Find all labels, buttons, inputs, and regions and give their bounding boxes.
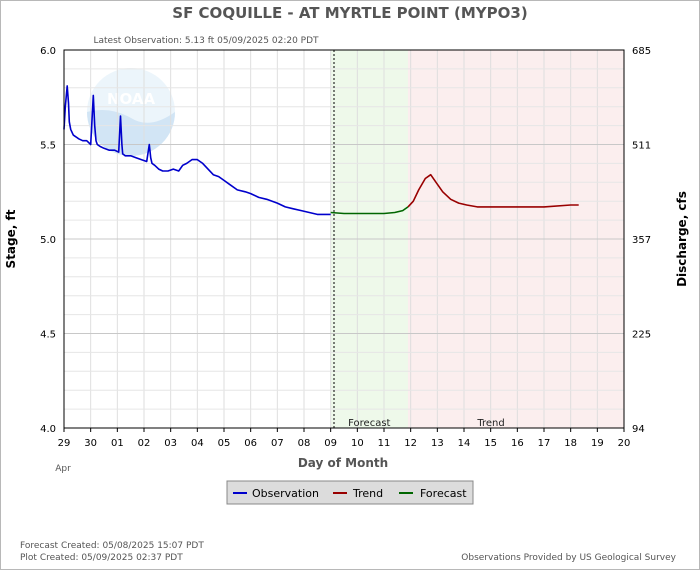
series-line-trend — [407, 173, 579, 208]
y-tick-label-left: 6.0 — [40, 46, 56, 57]
x-tick-label: 30 — [84, 438, 97, 449]
x-tick-label: 03 — [164, 438, 177, 449]
x-tick-label: 16 — [511, 438, 524, 449]
plot-created: Plot Created: 05/09/2025 02:37 PDT — [20, 553, 183, 563]
x-tick-label: 29 — [58, 438, 71, 449]
zone-labels: Forecast Trend — [348, 418, 505, 429]
y-axis-label-right: Discharge, cfs — [675, 191, 689, 287]
x-tick-label: 13 — [431, 438, 444, 449]
y-tick-label-left: 4.5 — [40, 330, 56, 341]
x-tick-label: 15 — [484, 438, 497, 449]
y-tick-label-left: 5.5 — [40, 141, 56, 152]
x-tick-label: 19 — [591, 438, 604, 449]
grid-lines — [64, 50, 624, 428]
y-tick-label-right: 685 — [632, 46, 651, 57]
x-tick-label: 08 — [298, 438, 311, 449]
x-tick-label: 17 — [538, 438, 551, 449]
x-tick-label: 20 — [618, 438, 631, 449]
y-tick-label-right: 357 — [632, 235, 651, 246]
x-tick-label: 05 — [218, 438, 231, 449]
x-axis-label: Day of Month — [298, 456, 388, 470]
x-tick-label: 01 — [111, 438, 124, 449]
latest-observation: Latest Observation: 5.13 ft 05/09/2025 0… — [93, 36, 319, 46]
series-line-observation — [63, 85, 331, 216]
x-tick-label: 07 — [271, 438, 284, 449]
zone-label-forecast: Forecast — [348, 418, 390, 429]
y-tick-label-right: 511 — [632, 141, 651, 152]
data-series — [63, 85, 579, 216]
y-tick-label-right: 225 — [632, 330, 651, 341]
y-axis-ticks: 4.0 94 4.5 225 5.0 357 5.5 511 6.0 685 — [40, 46, 651, 435]
legend: Observation Trend Forecast — [226, 480, 474, 505]
forecast-created: Forecast Created: 05/08/2025 15:07 PDT — [20, 541, 204, 551]
y-tick-label-left: 4.0 — [40, 424, 56, 435]
x-tick-label: 18 — [564, 438, 577, 449]
x-tick-label: 04 — [191, 438, 204, 449]
legend-forecast-label: Forecast — [420, 487, 467, 500]
x-tick-label: 11 — [378, 438, 391, 449]
plot-border — [63, 49, 625, 429]
y-axis-label-left: Stage, ft — [4, 209, 18, 268]
x-tick-label: 02 — [138, 438, 151, 449]
zone-label-trend: Trend — [476, 418, 504, 429]
x-tick-label: 09 — [324, 438, 337, 449]
x-tick-label: 06 — [244, 438, 257, 449]
legend-box — [226, 480, 474, 505]
y-tick-label-left: 5.0 — [40, 235, 56, 246]
x-axis-ticks: 29 30 01 02 03 04 05 06 07 08 09 10 11 12 13 14 15 16 17 18… — [58, 428, 631, 449]
series-line-forecast — [330, 206, 409, 215]
chart-title: SF COQUILLE - AT MYRTLE POINT (MYPO3) — [172, 4, 527, 22]
x-tick-label: 14 — [458, 438, 471, 449]
legend-trend-label: Trend — [352, 487, 383, 500]
legend-observation-label: Observation — [252, 487, 319, 500]
y-tick-label-right: 94 — [632, 424, 645, 435]
data-provider: Observations Provided by US Geological S… — [461, 553, 676, 563]
x-tick-label: 12 — [404, 438, 417, 449]
noaa-logo: NOAA — [87, 68, 175, 156]
x-tick-label: 10 — [351, 438, 364, 449]
logo-lettering: NOAA — [107, 90, 156, 108]
month-label: Apr — [55, 464, 71, 474]
